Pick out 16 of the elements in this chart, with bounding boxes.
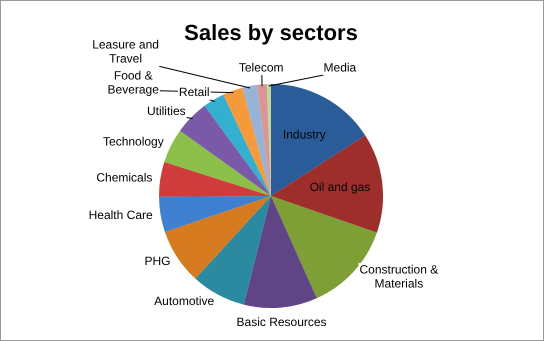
slice-label: Construction & Materials [360, 262, 438, 290]
slice-label: Basic Resources [236, 314, 327, 329]
slice-label: Technology [103, 134, 164, 149]
slice-label: Industry [282, 127, 326, 142]
slice-label: Retail [178, 85, 210, 100]
chart-title: Sales by sectors [184, 20, 358, 46]
slice-label: Health Care [88, 208, 153, 222]
slice-label: Food & Beverage [108, 68, 160, 97]
slice-label: Media [324, 60, 357, 74]
slice-label: Telecom [238, 60, 284, 74]
slice-label: PHG [144, 254, 170, 268]
slice-label: Chemicals [96, 170, 152, 184]
slice-label: Oil and gas [310, 180, 370, 194]
slice-label: Automotive [154, 294, 215, 308]
slice-label: Leasure and Travel [92, 38, 159, 66]
slice-label: Utilities [146, 104, 186, 118]
